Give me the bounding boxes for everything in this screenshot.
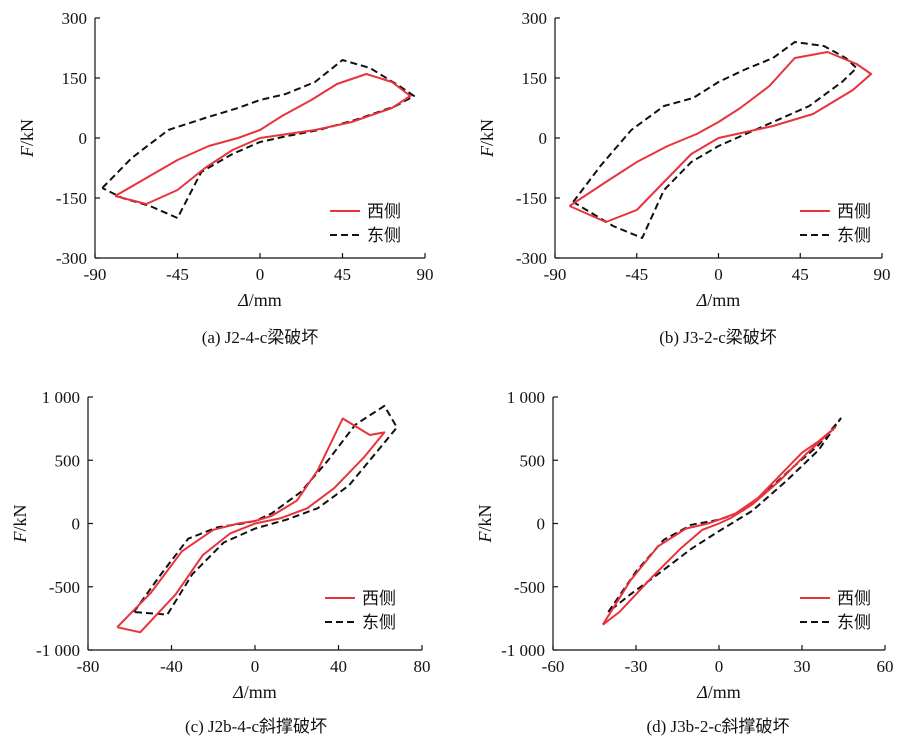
x-tick-label: 90 <box>417 265 434 284</box>
panel-caption: (c) J2b-4-c斜撑破坏 <box>185 717 327 736</box>
y-tick-label: 0 <box>72 515 81 534</box>
series-line-east <box>572 41 858 239</box>
panel-caption: (b) J3-2-c梁破坏 <box>659 328 777 347</box>
y-tick-label: 150 <box>62 69 88 88</box>
series-line-west <box>114 73 412 205</box>
y-tick-label: -500 <box>514 578 545 597</box>
series-line-east <box>133 404 398 616</box>
y-tick-label: -150 <box>56 189 87 208</box>
panel-d: -60 -30 0 30 60 -1 000 -500 0 500 1 000 F/kN Δ/mm 西侧… <box>475 388 894 736</box>
y-tick-label: 1 000 <box>42 388 80 407</box>
series-line-west <box>116 417 386 634</box>
x-tick-label: -45 <box>166 265 189 284</box>
y-tick-label: 0 <box>79 129 88 148</box>
x-axis-title: Δ/mm <box>696 290 741 310</box>
x-tick-label: 0 <box>251 657 260 676</box>
x-tick-label: -90 <box>544 265 567 284</box>
x-tick-label: 0 <box>714 265 723 284</box>
x-tick-label: -60 <box>542 657 565 676</box>
y-tick-label: -150 <box>516 189 547 208</box>
x-tick-label: 90 <box>874 265 891 284</box>
y-tick-label: -1 000 <box>501 641 545 660</box>
panel-caption: (d) J3b-2-c斜撑破坏 <box>646 717 789 736</box>
y-tick-label: -300 <box>56 249 87 268</box>
y-axis-title: F/kN <box>17 119 37 158</box>
x-tick-label: 30 <box>794 657 811 676</box>
y-tick-label: 500 <box>55 451 81 470</box>
x-tick-label: -80 <box>77 657 100 676</box>
series-line-west <box>601 426 837 626</box>
x-axis-title: Δ/mm <box>232 682 277 702</box>
y-axis-title: F/kN <box>475 504 495 543</box>
y-tick-label: 0 <box>539 129 548 148</box>
x-tick-label: -90 <box>84 265 107 284</box>
y-tick-label: 500 <box>520 451 546 470</box>
panel-caption: (a) J2-4-c梁破坏 <box>202 328 319 347</box>
x-axis-title: Δ/mm <box>696 682 741 702</box>
x-tick-label: 80 <box>414 657 431 676</box>
y-tick-label: -300 <box>516 249 547 268</box>
x-tick-label: -30 <box>625 657 648 676</box>
legend-label-east: 东侧 <box>837 226 871 246</box>
x-tick-label: 45 <box>334 265 351 284</box>
y-tick-label: 300 <box>62 9 88 28</box>
series-line-east <box>607 417 842 613</box>
x-tick-label: 40 <box>330 657 347 676</box>
y-axis-title: F/kN <box>10 504 30 543</box>
legend-label-west: 西侧 <box>367 202 401 222</box>
panel-c: -80 -40 0 40 80 -1 000 -500 0 500 1 000 F/kN Δ/mm 西侧… <box>10 388 431 736</box>
x-tick-label: 45 <box>792 265 809 284</box>
y-tick-label: -1 000 <box>36 641 80 660</box>
legend-label-west: 西侧 <box>362 589 396 609</box>
legend-label-east: 东侧 <box>837 613 871 633</box>
x-tick-label: -40 <box>160 657 183 676</box>
series-line-east <box>101 59 415 219</box>
y-axis-title: F/kN <box>477 119 497 158</box>
y-tick-label: 1 000 <box>507 388 545 407</box>
x-tick-label: -45 <box>625 265 648 284</box>
legend-label-east: 东侧 <box>367 226 401 246</box>
legend-label-east: 东侧 <box>362 613 396 633</box>
series-line-west <box>568 51 873 223</box>
y-tick-label: 300 <box>522 9 548 28</box>
x-tick-label: 0 <box>256 265 265 284</box>
x-axis-title: Δ/mm <box>237 290 282 310</box>
x-tick-label: 60 <box>877 657 894 676</box>
y-tick-label: 0 <box>537 515 546 534</box>
x-tick-label: 0 <box>715 657 724 676</box>
y-tick-label: -500 <box>49 578 80 597</box>
y-tick-label: 150 <box>522 69 548 88</box>
legend-label-west: 西侧 <box>837 202 871 222</box>
legend-label-west: 西侧 <box>837 589 871 609</box>
